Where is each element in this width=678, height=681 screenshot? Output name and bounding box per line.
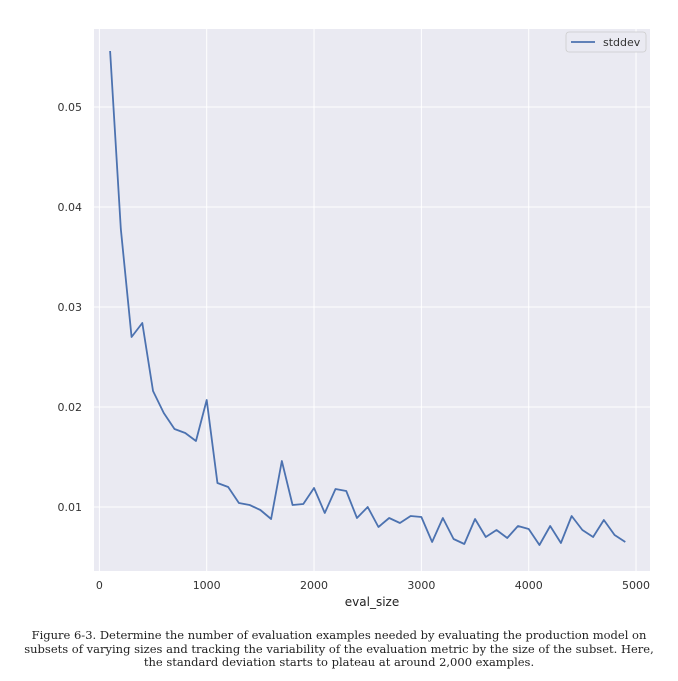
y-tick-label: 0.02 — [58, 401, 83, 414]
y-tick-label: 0.01 — [58, 501, 83, 514]
figure-caption: Figure 6-3. Determine the number of eval… — [24, 628, 654, 669]
x-tick-label: 3000 — [407, 579, 435, 592]
plot-area — [94, 29, 650, 571]
x-tick-label: 0 — [96, 579, 103, 592]
y-tick-label: 0.05 — [58, 101, 83, 114]
x-tick-label: 5000 — [622, 579, 650, 592]
grid — [94, 29, 650, 571]
series-layer — [109, 50, 626, 546]
x-tick-label: 2000 — [300, 579, 328, 592]
x-tick-label: 4000 — [515, 579, 543, 592]
chart: 0 1000 2000 3000 4000 5000 0.01 0.02 0.03 0.04 0.0… — [58, 29, 651, 609]
x-axis-label: eval_size — [345, 595, 399, 609]
legend-label: stddev — [603, 36, 641, 49]
y-tick-label: 0.04 — [58, 201, 83, 214]
legend: stddev — [565, 31, 647, 53]
tick-labels: 0 1000 2000 3000 4000 5000 0.01 0.02 0.03 0.04 0.0… — [58, 101, 651, 592]
x-tick-label: 1000 — [193, 579, 221, 592]
legend-box — [565, 31, 647, 53]
series-line-stddev — [109, 50, 626, 546]
y-tick-label: 0.03 — [58, 301, 83, 314]
